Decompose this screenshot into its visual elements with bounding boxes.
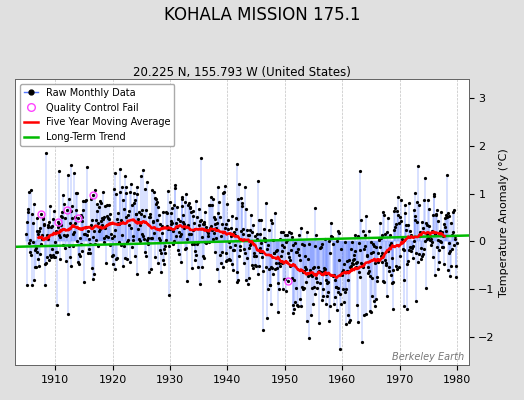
Y-axis label: Temperature Anomaly (°C): Temperature Anomaly (°C) xyxy=(499,148,509,296)
Title: 20.225 N, 155.793 W (United States): 20.225 N, 155.793 W (United States) xyxy=(133,66,351,79)
Legend: Raw Monthly Data, Quality Control Fail, Five Year Moving Average, Long-Term Tren: Raw Monthly Data, Quality Control Fail, … xyxy=(20,84,174,146)
Text: KOHALA MISSION 175.1: KOHALA MISSION 175.1 xyxy=(163,6,361,24)
Text: Berkeley Earth: Berkeley Earth xyxy=(392,352,464,362)
